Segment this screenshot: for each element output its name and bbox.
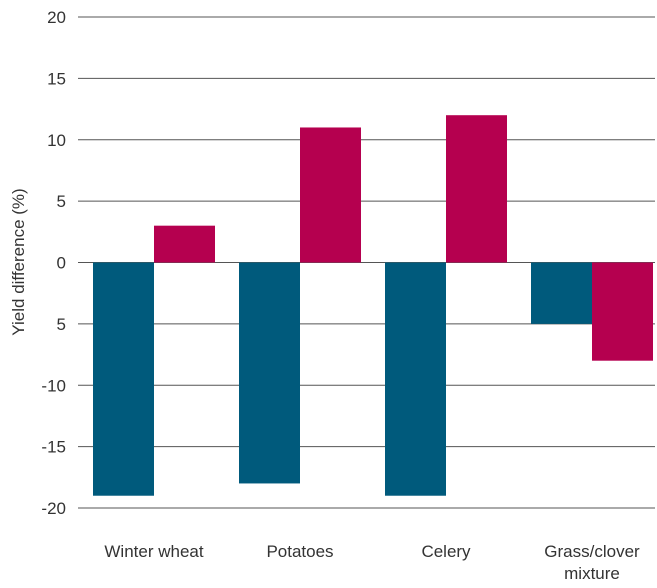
bar-series-1 xyxy=(239,262,300,484)
bar-series-2 xyxy=(154,225,215,263)
x-category-label: Celery xyxy=(421,542,471,561)
y-tick-label: -15 xyxy=(41,438,66,457)
bars xyxy=(93,115,653,496)
y-tick-label: 10 xyxy=(47,131,66,150)
y-tick-label: 0 xyxy=(57,254,66,273)
bar-series-1 xyxy=(385,262,446,496)
bar-series-1 xyxy=(93,262,154,496)
y-tick-label: 15 xyxy=(47,69,66,88)
x-category-label: Potatoes xyxy=(266,542,333,561)
x-category-label: mixture xyxy=(564,564,620,583)
y-axis-ticks: 20 15 10 5 0 5 -10 -15 -20 xyxy=(41,8,66,518)
y-tick-label: -20 xyxy=(41,499,66,518)
y-axis-label: Yield difference (%) xyxy=(9,188,28,335)
bar-series-1 xyxy=(531,262,592,324)
bar-series-2 xyxy=(592,262,653,361)
bar-series-2 xyxy=(446,115,507,263)
x-category-label: Winter wheat xyxy=(104,542,203,561)
y-tick-label: -10 xyxy=(41,376,66,395)
y-tick-label: 5 xyxy=(57,192,66,211)
bar-series-2 xyxy=(300,127,361,263)
y-tick-label: 20 xyxy=(47,8,66,27)
x-category-label: Grass/clover xyxy=(544,542,640,561)
x-axis-categories: Winter wheat Potatoes Celery Grass/clover mi… xyxy=(104,542,640,583)
y-tick-label: 5 xyxy=(57,315,66,334)
